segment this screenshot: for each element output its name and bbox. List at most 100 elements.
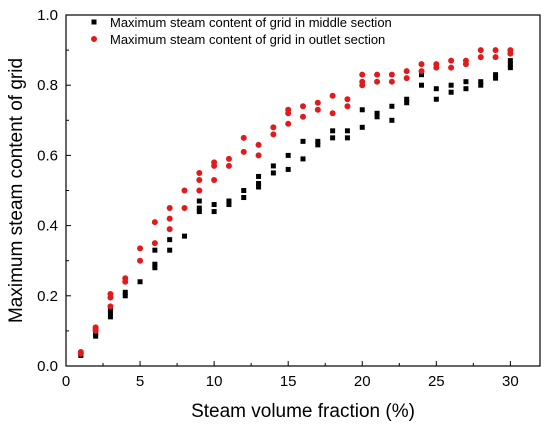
outlet-section-point (344, 96, 351, 103)
x-tick-label: 5 (136, 373, 144, 390)
middle-section-point (389, 117, 395, 123)
axis-ticks: 0 5 10 15 20 25 30 0.0 0.2 0.4 0.6 0.8 1.0 (37, 7, 519, 390)
outlet-section-point (359, 78, 366, 85)
outlet-section-point (196, 176, 203, 183)
middle-section-point (196, 209, 202, 215)
middle-section-point (507, 58, 513, 64)
middle-section-point (226, 198, 232, 204)
middle-section-point (241, 188, 247, 193)
legend: Maximum steam content of grid in middle … (91, 15, 392, 47)
middle-section-point (211, 202, 217, 208)
middle-section-point (433, 86, 439, 92)
middle-section-point (285, 152, 291, 158)
middle-section-point (107, 314, 113, 320)
middle-section-point (300, 138, 306, 144)
middle-section-point (300, 156, 306, 162)
outlet-section-point (492, 47, 499, 54)
outlet-section-point (107, 303, 114, 310)
outlet-section-point (388, 78, 395, 85)
middle-section-point (463, 79, 469, 85)
y-tick-label: 0.6 (37, 147, 58, 164)
middle-section-point (507, 65, 513, 71)
outlet-section-point (225, 162, 232, 169)
middle-section-point (344, 135, 350, 141)
middle-section-point (463, 86, 469, 92)
outlet-section-point (403, 68, 410, 75)
outlet-section-point (211, 159, 218, 166)
middle-section-point (122, 293, 128, 299)
middle-section-point (493, 72, 499, 78)
outlet-section-point (181, 187, 188, 194)
outlet-section-point (255, 141, 262, 148)
x-axis-title: Steam volume fraction (%) (191, 401, 415, 422)
middle-section-point (433, 96, 439, 102)
outlet-section-point (122, 275, 129, 282)
middle-section-point (315, 142, 321, 148)
middle-section-point (270, 170, 276, 176)
middle-section-point (211, 209, 217, 215)
middle-section-point (330, 135, 336, 141)
plot-frame (65, 14, 541, 367)
outlet-section-point (77, 348, 84, 355)
middle-section-point (241, 195, 247, 201)
y-tick-label: 1.0 (37, 7, 58, 24)
x-tick-label: 15 (280, 373, 297, 390)
middle-section-point (493, 75, 499, 81)
y-tick-label: 0.2 (37, 288, 58, 305)
middle-section-point (404, 100, 410, 106)
middle-section-point (137, 279, 143, 285)
middle-section-point (478, 82, 484, 88)
middle-section-point (330, 128, 336, 134)
outlet-section-point (300, 103, 306, 110)
middle-section-point (107, 307, 113, 313)
outlet-section-point (196, 187, 203, 194)
legend-marker-outlet-section (91, 36, 97, 42)
outlet-section-point (492, 54, 499, 61)
outlet-section-point (403, 75, 410, 82)
outlet-section-point (329, 92, 336, 99)
middle-section-point (122, 289, 128, 295)
middle-section-point (256, 180, 262, 186)
middle-section-point (478, 79, 484, 85)
middle-section-point (507, 61, 513, 67)
x-tick-label: 25 (428, 373, 445, 390)
x-tick-label: 0 (62, 373, 70, 390)
outlet-section-point (448, 64, 455, 71)
middle-section-point (167, 237, 173, 243)
outlet-section-point (418, 68, 425, 75)
outlet-section-point (300, 113, 306, 120)
middle-section-point (196, 205, 202, 211)
outlet-section-point (462, 57, 469, 64)
outlet-section-point (196, 169, 203, 176)
outlet-section-point (137, 245, 144, 252)
outlet-section-point (359, 71, 366, 78)
legend-label-outlet-section: Maximum steam content of grid in outlet … (110, 32, 385, 47)
middle-section-point (419, 72, 424, 78)
middle-section-point (448, 82, 454, 88)
middle-section-point (389, 103, 395, 109)
middle-section-point (315, 138, 321, 144)
y-axis-title: Maximum steam content of grid (6, 58, 27, 323)
middle-section-point (448, 89, 454, 95)
data-points (77, 47, 514, 358)
outlet-section-point (225, 155, 232, 162)
outlet-section-point (211, 176, 218, 183)
middle-section-point (226, 202, 232, 208)
outlet-section-point (329, 110, 336, 117)
middle-section-point (167, 247, 173, 253)
outlet-section-point (388, 71, 395, 78)
outlet-section-point (107, 291, 114, 298)
outlet-section-point (255, 152, 262, 159)
y-tick-label: 0.0 (37, 358, 58, 375)
outlet-section-point (418, 61, 425, 68)
middle-section-point (256, 184, 262, 190)
outlet-section-point (314, 106, 321, 113)
outlet-section-point (507, 47, 514, 54)
middle-section-point (152, 261, 158, 267)
x-tick-label: 10 (206, 373, 223, 390)
outlet-section-point (166, 215, 173, 222)
outlet-section-point (433, 61, 440, 68)
outlet-section-point (240, 148, 247, 155)
outlet-section-point (285, 106, 292, 113)
